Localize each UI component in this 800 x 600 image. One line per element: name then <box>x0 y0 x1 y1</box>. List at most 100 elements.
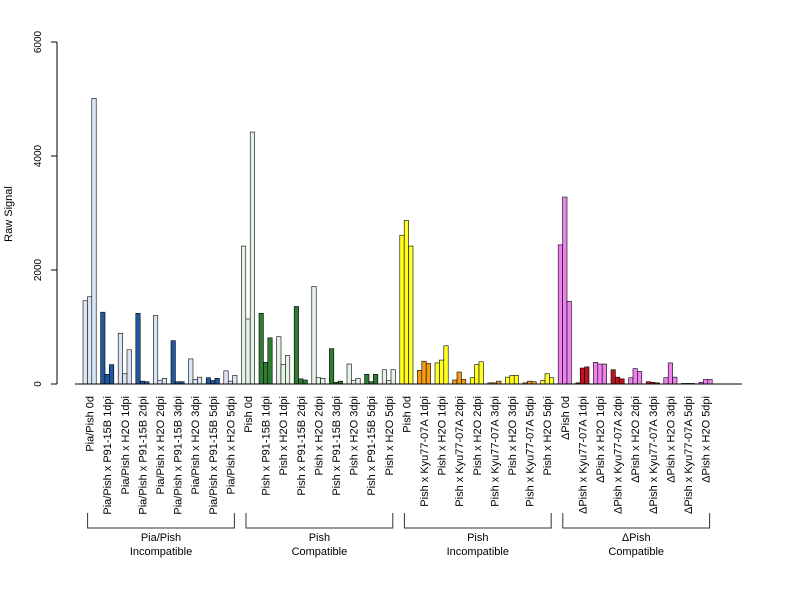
bar <box>386 380 392 385</box>
group-brackets: Pia/Pish Incompatible Pish Compatible Pish In… <box>87 513 711 558</box>
bar <box>161 377 167 385</box>
bar <box>566 301 572 385</box>
bar <box>443 345 449 385</box>
category-label: Pish x H2O 5dpi <box>542 396 554 475</box>
bar <box>619 378 625 385</box>
bar <box>632 368 638 385</box>
bar <box>315 377 321 385</box>
category-labels: Pia/Pish 0d Pia/Pish x P91-15B 1dpi Pia/Pi… <box>85 396 713 515</box>
category-label: Pia/Pish 0d <box>85 396 97 452</box>
bar <box>540 380 546 385</box>
bar <box>223 370 229 385</box>
bar <box>192 379 198 385</box>
group-bracket <box>562 513 711 529</box>
bar <box>276 336 282 385</box>
bar <box>601 363 607 385</box>
bar <box>355 377 361 385</box>
category-label: Pish x H2O 3dpi <box>349 396 361 475</box>
category-label: ΔPish x H2O 3dpi <box>665 396 677 483</box>
bar <box>320 377 326 385</box>
bar <box>544 373 550 385</box>
bar <box>615 376 621 385</box>
bar <box>610 369 616 385</box>
bar <box>663 377 669 385</box>
group-label-line2: Compatible <box>292 546 348 558</box>
bar <box>434 362 440 385</box>
bar <box>298 378 304 385</box>
bar <box>91 98 97 385</box>
bar <box>452 379 458 385</box>
category-label: ΔPish x H2O 5dpi <box>701 396 713 483</box>
bar <box>439 359 445 385</box>
category-label: Pia/Pish x H2O 2dpi <box>155 396 167 494</box>
category-label: Pish x P91-15B 2dpi <box>296 396 308 496</box>
category-label: Pish x P91-15B 3dpi <box>331 396 343 496</box>
bar <box>100 311 106 385</box>
group-label-line2: Compatible <box>608 546 664 558</box>
category-label: Pia/Pish x P91-15B 2dpi <box>137 396 149 515</box>
category-label: Pish x P91-15B 1dpi <box>261 396 273 496</box>
category-label: Pish x Kyu77-07A 5dpi <box>525 396 537 507</box>
category-label: ΔPish x Kyu77-07A 2dpi <box>613 396 625 514</box>
bar <box>562 196 568 385</box>
bar <box>285 355 291 385</box>
bar <box>104 374 110 385</box>
bar <box>425 363 431 385</box>
bar <box>549 377 555 385</box>
category-label: Pish x H2O 2dpi <box>313 396 325 475</box>
bar <box>329 348 335 385</box>
bar <box>703 379 709 385</box>
y-tick-label: 2000 <box>33 258 44 281</box>
bar <box>117 332 123 385</box>
bar <box>205 377 211 385</box>
bar <box>421 360 427 385</box>
bar <box>157 380 163 385</box>
bar <box>672 376 678 385</box>
bar <box>197 376 203 385</box>
group-label-line1: Pish <box>467 532 488 544</box>
category-label: Pish x H2O 1dpi <box>437 396 449 475</box>
bar <box>249 131 255 385</box>
bar <box>293 306 299 385</box>
category-label: Pish x H2O 5dpi <box>384 396 396 475</box>
bar <box>263 362 269 385</box>
y-axis: 0 2000 4000 6000 <box>33 30 58 387</box>
bar <box>474 364 480 385</box>
bar <box>707 379 713 385</box>
bar <box>456 371 462 385</box>
category-label: ΔPish x Kyu77-07A 5dpi <box>683 396 695 514</box>
category-label: Pish 0d <box>401 396 413 433</box>
bar <box>381 369 387 385</box>
bar <box>122 373 128 385</box>
bar <box>311 286 317 385</box>
group-label-line2: Incompatible <box>447 546 509 558</box>
bar <box>584 366 590 385</box>
group-bracket <box>403 513 552 529</box>
category-label: ΔPish x Kyu77-07A 1dpi <box>577 396 589 514</box>
bar <box>153 315 159 385</box>
category-label: Pish 0d <box>243 396 255 433</box>
bar <box>593 362 599 385</box>
bar <box>597 363 603 385</box>
bar <box>513 375 519 385</box>
bar <box>637 371 643 385</box>
bar <box>188 358 194 385</box>
bar <box>469 377 475 385</box>
group-label-line1: ΔPish <box>622 532 651 544</box>
group-bracket <box>245 513 394 529</box>
bar <box>408 245 414 385</box>
category-label: Pish x Kyu77-07A 3dpi <box>489 396 501 507</box>
bar <box>302 379 308 385</box>
category-label: Pia/Pish x H2O 5dpi <box>225 396 237 494</box>
bar <box>241 245 247 385</box>
group-label-line1: Pia/Pish <box>141 532 181 544</box>
group-bracket <box>87 513 235 529</box>
bar <box>403 220 409 385</box>
bar <box>628 377 634 385</box>
bar <box>399 234 405 385</box>
bar <box>245 318 251 385</box>
category-label: Pish x H2O 1dpi <box>278 396 290 475</box>
category-label: Pia/Pish x P91-15B 1dpi <box>102 396 114 515</box>
bar <box>461 379 467 385</box>
